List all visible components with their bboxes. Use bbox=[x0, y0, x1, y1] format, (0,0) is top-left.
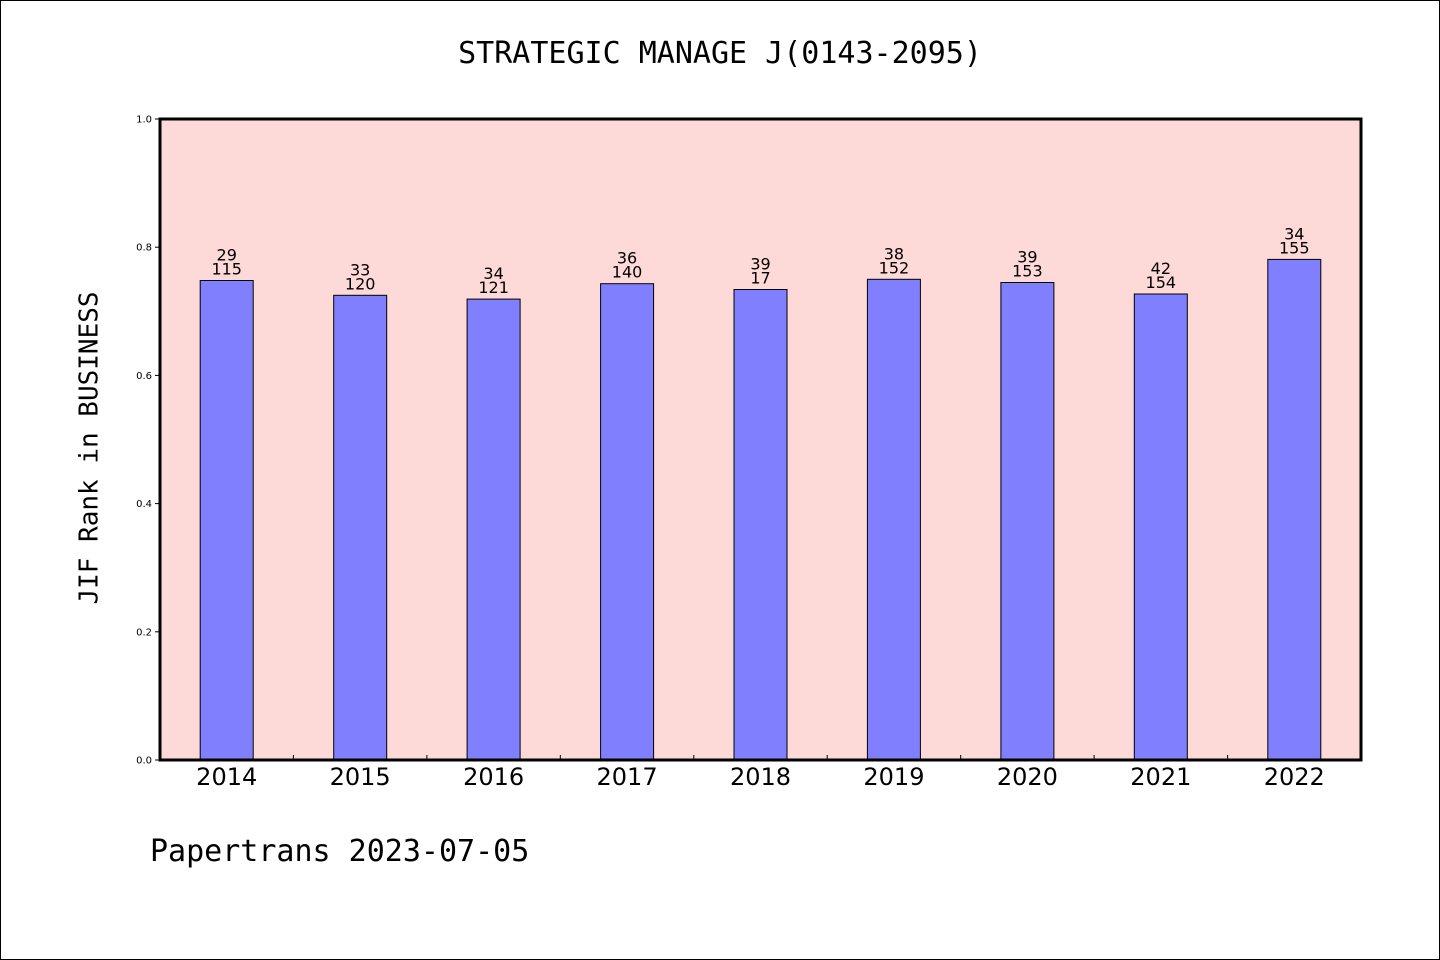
bar-label-bottom: 121 bbox=[478, 278, 509, 297]
x-tick-label: 2018 bbox=[730, 763, 791, 791]
x-tick-label: 2021 bbox=[1130, 763, 1191, 791]
bar-2021 bbox=[1133, 293, 1188, 761]
bar-2016 bbox=[466, 298, 521, 761]
bar-label-bottom: 17 bbox=[750, 269, 770, 288]
bar-2015 bbox=[333, 294, 388, 761]
x-tick-label: 2016 bbox=[463, 763, 524, 791]
bar-label-top: 34 bbox=[483, 264, 503, 283]
bar-label-top: 29 bbox=[217, 246, 237, 265]
x-tick-label: 2014 bbox=[196, 763, 257, 791]
bar-label-bottom: 155 bbox=[1279, 238, 1310, 257]
footer-attribution: Papertrans 2023-07-05 bbox=[150, 834, 530, 869]
bar-label-bottom: 152 bbox=[879, 258, 910, 277]
x-tick-label: 2015 bbox=[330, 763, 391, 791]
bar-label-bottom: 120 bbox=[345, 274, 376, 293]
bar-label-top: 38 bbox=[884, 244, 904, 263]
bar-label-top: 42 bbox=[1151, 259, 1171, 278]
plot-frame bbox=[158, 117, 1363, 762]
x-tick-label: 2022 bbox=[1264, 763, 1325, 791]
x-tick-label: 2019 bbox=[863, 763, 924, 791]
bar-2019 bbox=[866, 278, 921, 761]
bar-label-bottom: 140 bbox=[612, 263, 643, 282]
bar-label-bottom: 115 bbox=[211, 260, 242, 279]
bar-2018 bbox=[733, 289, 788, 761]
y-axis-label: JIF Rank in BUSINESS bbox=[75, 291, 105, 604]
bar-2022 bbox=[1267, 258, 1322, 761]
bar-label-bottom: 153 bbox=[1012, 262, 1043, 281]
bar-2014 bbox=[199, 280, 254, 761]
bar-2020 bbox=[1000, 282, 1055, 761]
bar-label-top: 39 bbox=[1017, 248, 1037, 267]
bar-label-top: 39 bbox=[750, 255, 770, 274]
chart-title: STRATEGIC MANAGE J(0143-2095) bbox=[458, 36, 982, 71]
bar-label-top: 33 bbox=[350, 260, 370, 279]
bar-label-top: 36 bbox=[617, 249, 637, 268]
y-tick-label: 0.0 bbox=[136, 756, 152, 767]
y-tick-label: 0.4 bbox=[136, 499, 152, 510]
y-tick-label: 0.8 bbox=[136, 243, 152, 254]
x-tick-label: 2020 bbox=[997, 763, 1058, 791]
bar-label-bottom: 154 bbox=[1146, 273, 1177, 292]
x-tick-label: 2017 bbox=[597, 763, 658, 791]
bar-label-top: 34 bbox=[1284, 224, 1304, 243]
bar-2017 bbox=[600, 283, 655, 761]
y-tick-label: 1.0 bbox=[136, 115, 152, 126]
y-tick-label: 0.2 bbox=[136, 627, 152, 638]
y-tick-label: 0.6 bbox=[136, 371, 152, 382]
